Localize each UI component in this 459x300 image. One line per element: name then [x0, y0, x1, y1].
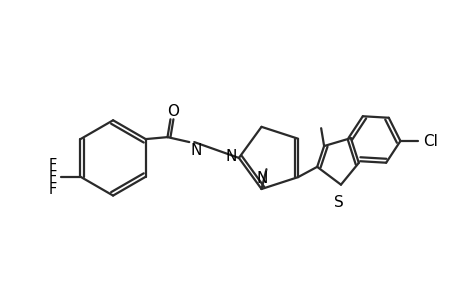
Text: O: O [167, 104, 179, 119]
Text: F: F [49, 158, 57, 173]
Text: S: S [333, 195, 343, 210]
Text: N: N [256, 171, 268, 186]
Text: N: N [225, 149, 236, 164]
Text: F: F [49, 182, 57, 197]
Text: Cl: Cl [422, 134, 437, 148]
Text: N: N [190, 143, 201, 158]
Text: F: F [49, 170, 57, 185]
